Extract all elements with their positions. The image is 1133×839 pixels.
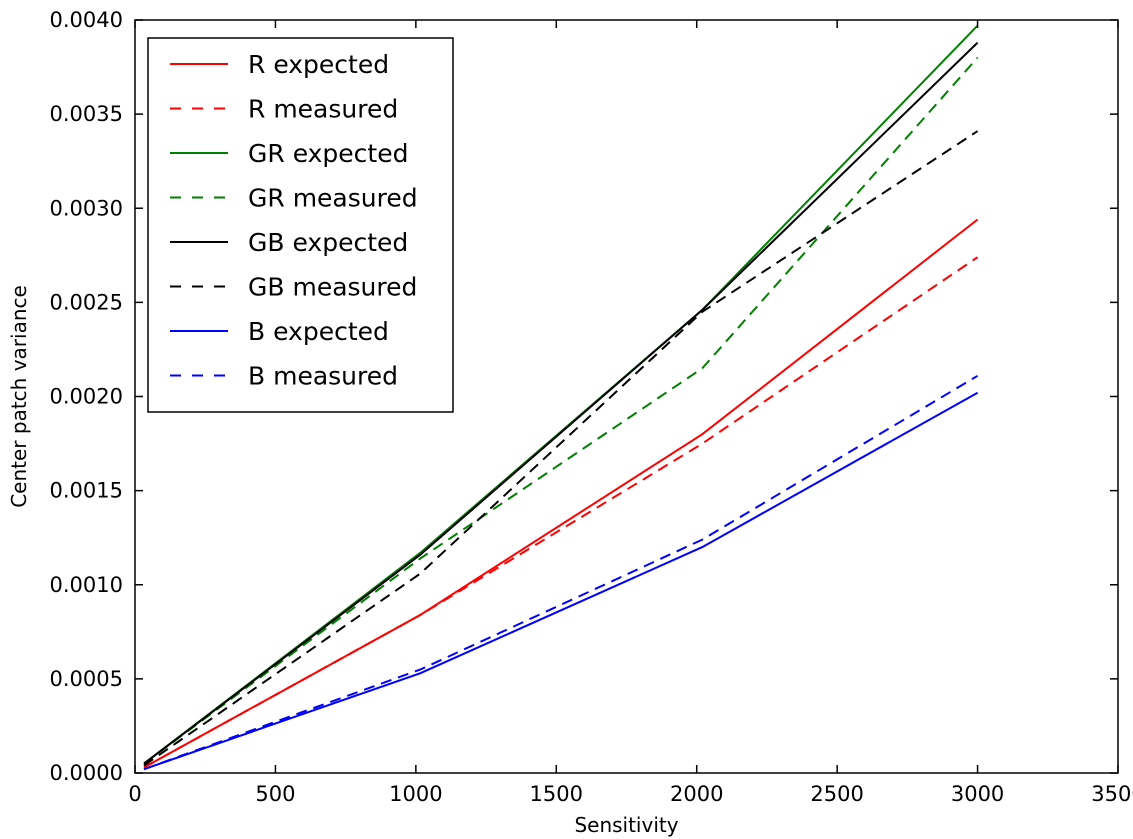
series-line-r-measured xyxy=(143,256,979,769)
series-line-b-expected xyxy=(143,391,979,771)
legend-label: B expected xyxy=(248,317,389,346)
x-tick-label: 500 xyxy=(255,782,295,806)
legend-label: GB expected xyxy=(248,228,408,257)
legend-label: R expected xyxy=(248,50,389,79)
x-axis-title: Sensitivity xyxy=(574,813,678,837)
x-tick-label: 2500 xyxy=(810,782,863,806)
x-tick-label: 1500 xyxy=(530,782,583,806)
legend-label: R measured xyxy=(248,95,398,124)
x-tick-label: 1000 xyxy=(389,782,442,806)
y-tick-label: 0.0025 xyxy=(50,290,123,314)
legend-label: GR expected xyxy=(248,139,408,168)
series-line-b-measured xyxy=(143,374,979,771)
x-tick-label: 2000 xyxy=(670,782,723,806)
series-line-gb-expected xyxy=(143,41,979,765)
y-tick-label: 0.0010 xyxy=(50,573,123,597)
y-tick-label: 0.0005 xyxy=(50,667,123,691)
legend-box xyxy=(147,37,454,413)
legend-label: GB measured xyxy=(248,273,417,302)
y-tick-label: 0.0035 xyxy=(50,102,123,126)
y-axis-title: Center patch variance xyxy=(7,285,31,508)
y-tick-label: 0.0000 xyxy=(50,761,123,785)
series-line-gr-measured xyxy=(143,56,979,765)
series-line-gb-measured xyxy=(143,130,979,767)
series-layer xyxy=(143,24,979,771)
x-tick-label: 3000 xyxy=(951,782,1004,806)
legend-label: B measured xyxy=(248,362,398,391)
y-tick-label: 0.0015 xyxy=(50,479,123,503)
series-line-r-expected xyxy=(143,218,979,769)
y-tick-label: 0.0040 xyxy=(50,8,123,32)
x-tick-label: 0 xyxy=(128,782,141,806)
legend-label: GR measured xyxy=(248,184,418,213)
legend: R expected R measured GR expected GR measur… xyxy=(147,37,454,413)
y-tick-label: 0.0020 xyxy=(50,385,123,409)
y-tick-label: 0.0030 xyxy=(50,196,123,220)
